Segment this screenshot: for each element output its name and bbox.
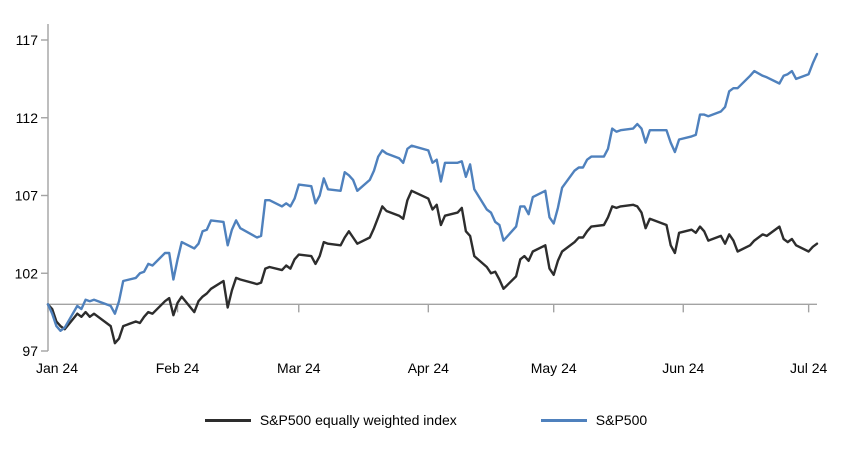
plot-lines (46, 52, 819, 345)
x-axis-label: May 24 (531, 360, 577, 376)
legend-item-equal-weight: S&P500 equally weighted index (204, 412, 457, 428)
legend-item-sp500: S&P500 (540, 412, 648, 428)
legend-label-sp500: S&P500 (595, 412, 648, 428)
legend-label-equal-weight: S&P500 equally weighted index (259, 412, 457, 428)
y-axis-label: 117 (16, 32, 39, 48)
legend-line-swatch-sp500 (540, 418, 587, 422)
x-axis-label: Feb 24 (156, 360, 200, 376)
x-axis: Jan 24 Feb 24 Mar 24 Apr 24 May 24 Jun 24 Jul … (36, 303, 828, 376)
x-axis-label: Mar 24 (277, 360, 321, 376)
legend-line-swatch-equal-weight (204, 418, 251, 422)
x-axis-label: Jan 24 (36, 360, 78, 376)
x-axis-label: Jul 24 (790, 360, 828, 376)
series-line-sp500 (46, 52, 819, 332)
x-axis-label: Jun 24 (662, 360, 704, 376)
chart-legend: S&P500 equally weighted index S&P500 (0, 412, 852, 428)
y-axis-label: 97 (22, 343, 38, 359)
y-axis: 97 102 107 112 117 (15, 24, 49, 359)
x-axis-label: Apr 24 (408, 360, 449, 376)
series-line-equal-weight (46, 189, 819, 345)
chart-canvas: Jan 24 Feb 24 Mar 24 Apr 24 May 24 Jun 24 Jul … (15, 24, 828, 376)
y-axis-label: 112 (16, 110, 39, 126)
y-axis-label: 107 (15, 188, 39, 204)
y-axis-label: 102 (15, 265, 39, 281)
